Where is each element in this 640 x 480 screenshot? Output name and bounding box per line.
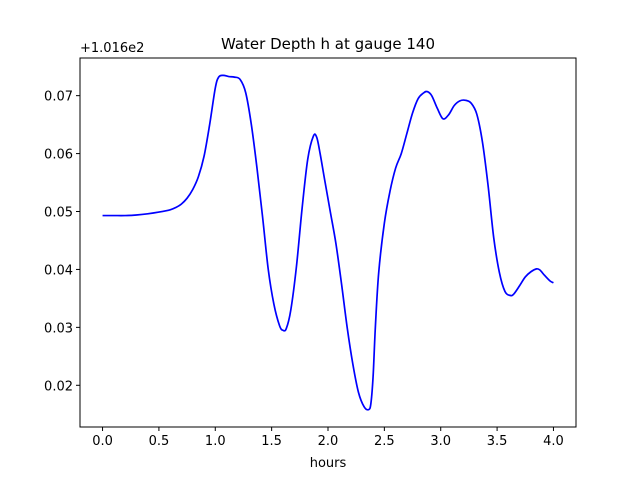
series-line [102, 74, 554, 411]
y-offset-label: +1.016e2 [80, 41, 144, 56]
x-tick-label: 2.5 [374, 434, 395, 449]
y-tick-label: 0.05 [44, 206, 73, 221]
x-tick-label: 1.0 [205, 434, 226, 449]
x-axis-label: hours [310, 456, 347, 471]
y-tick-label: 0.04 [44, 263, 73, 278]
y-tick-label: 0.07 [44, 90, 73, 105]
x-tick-label: 3.0 [430, 434, 451, 449]
x-axis: 0.0 0.5 1.0 1.5 2.0 2.5 3.0 3.5 4.0 [92, 427, 564, 449]
x-tick-label: 4.0 [543, 434, 564, 449]
x-tick-label: 3.5 [487, 434, 508, 449]
x-tick-label: 1.5 [261, 434, 282, 449]
x-tick-label: 0.0 [92, 434, 113, 449]
x-tick-label: 2.0 [318, 434, 339, 449]
chart-title: Water Depth h at gauge 140 [221, 35, 435, 53]
x-tick-label: 0.5 [149, 434, 170, 449]
y-tick-label: 0.03 [44, 321, 73, 336]
plot-area [102, 74, 554, 411]
y-axis: 0.02 0.03 0.04 0.05 0.06 0.07 [44, 90, 80, 394]
y-tick-label: 0.02 [44, 379, 73, 394]
y-tick-label: 0.06 [44, 148, 73, 163]
